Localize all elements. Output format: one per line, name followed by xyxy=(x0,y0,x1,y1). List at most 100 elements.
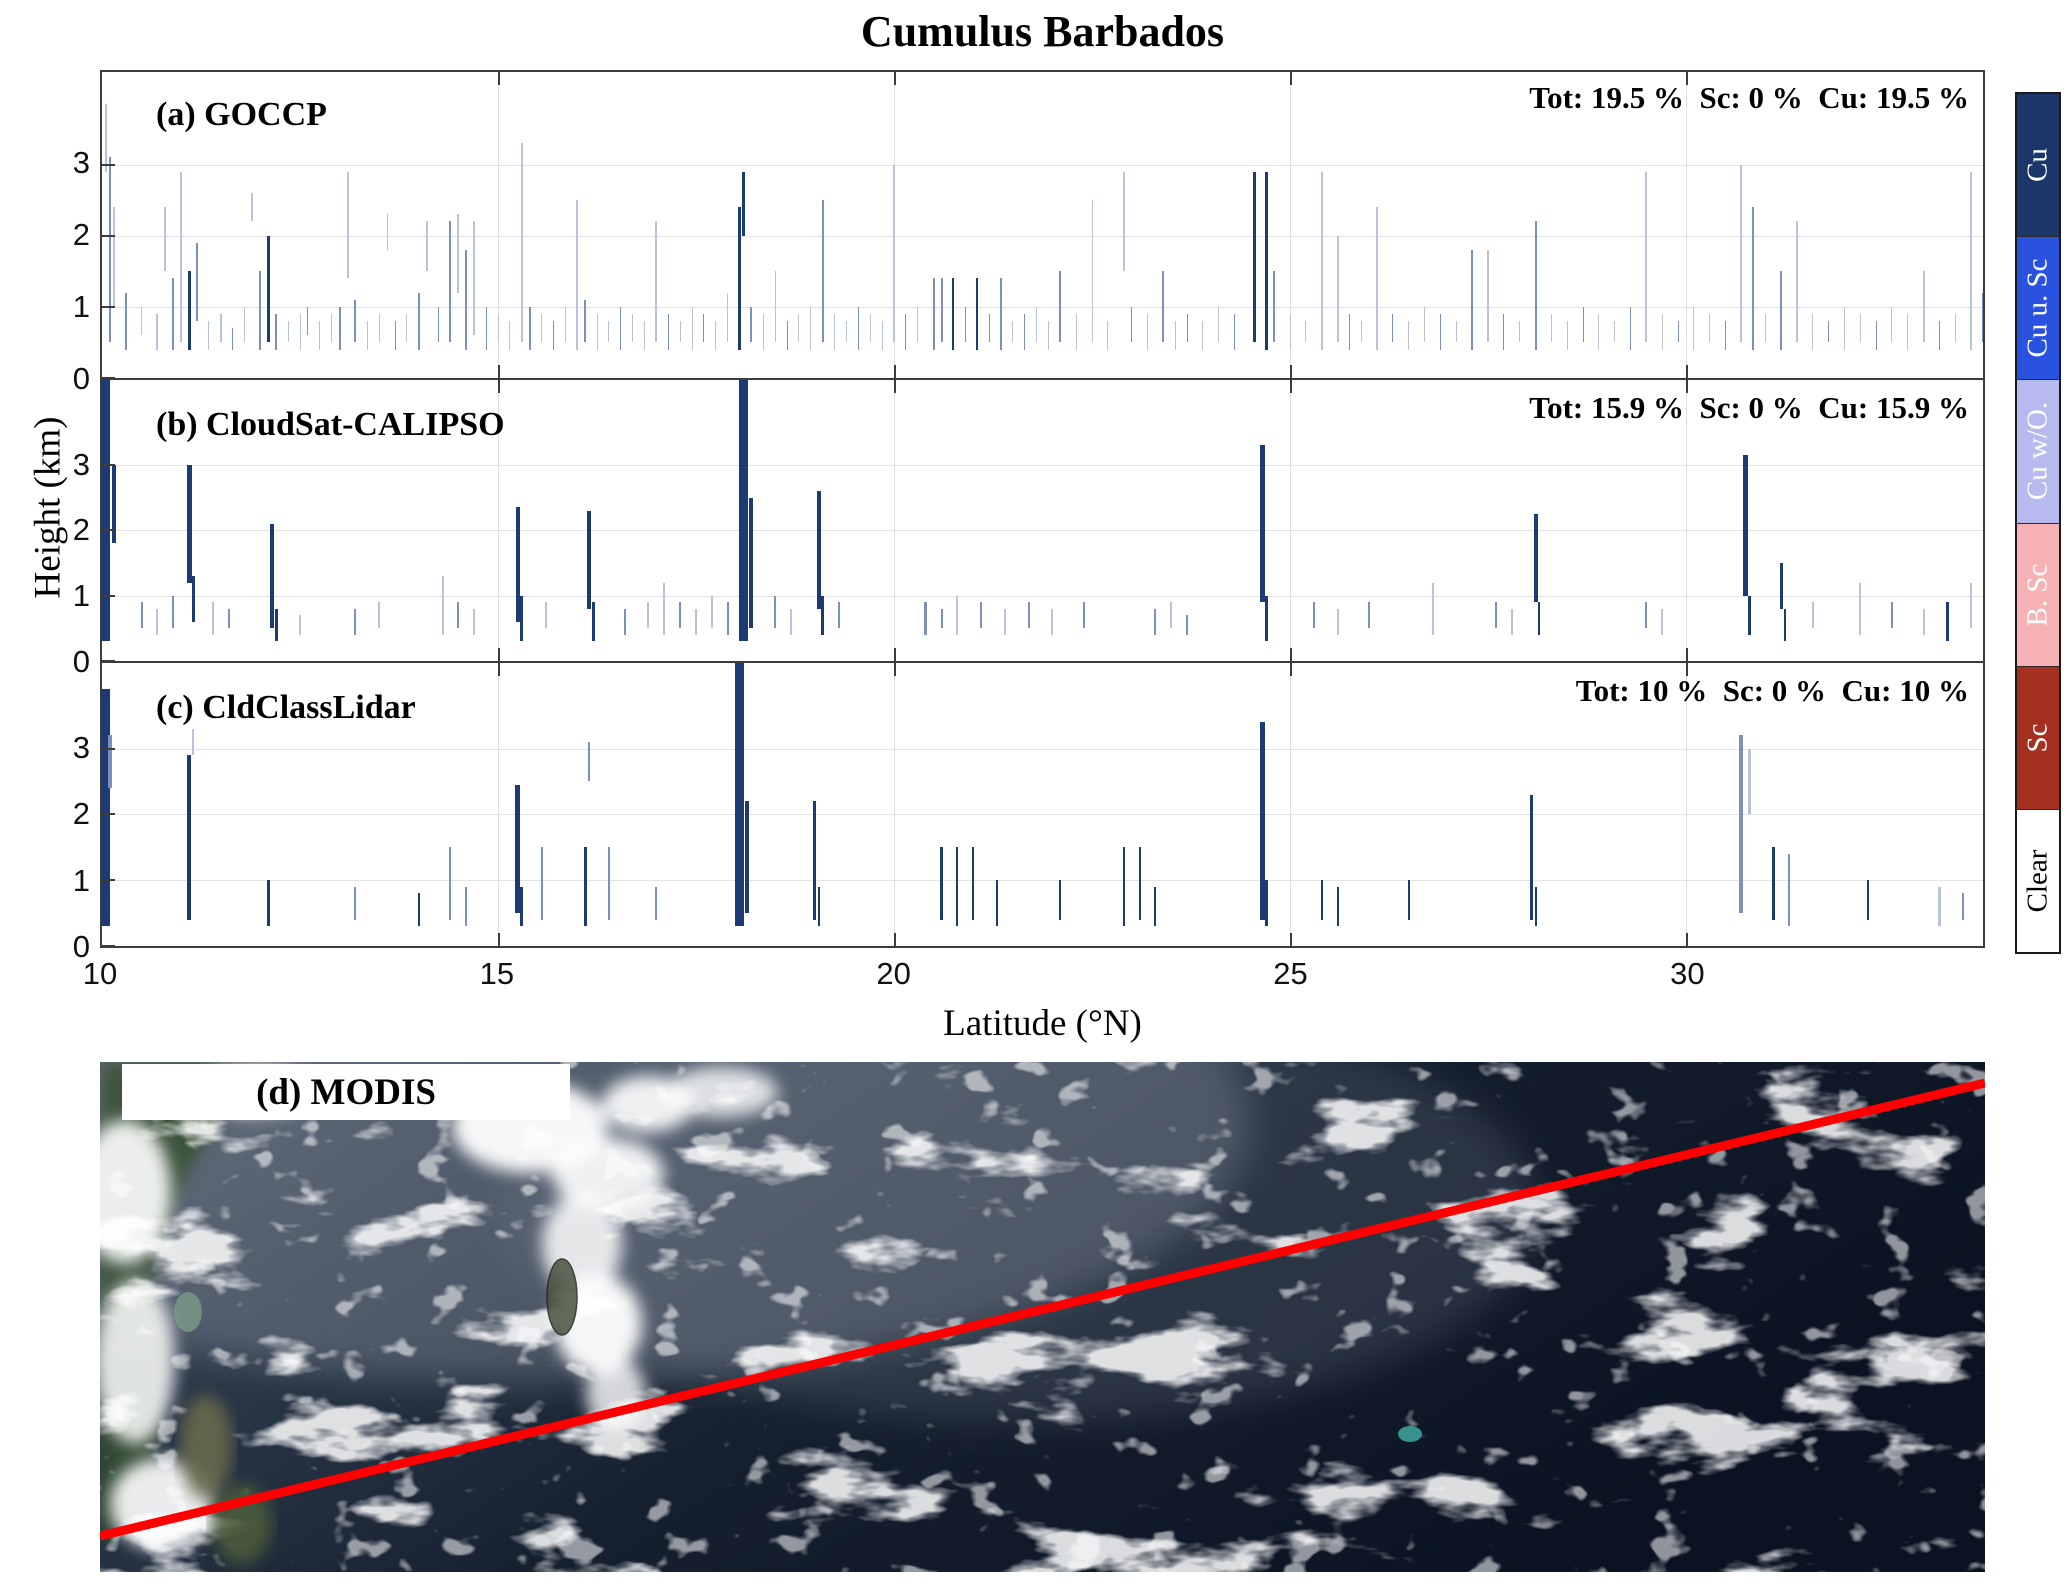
cloud-bar xyxy=(1740,164,1743,343)
cloud-bar xyxy=(251,193,254,222)
cloud-bar xyxy=(647,602,650,629)
gridline-horizontal xyxy=(102,880,1983,882)
y-tick-mark xyxy=(102,463,115,466)
colorbar-segment-cu-under-sc: Cu u. Sc xyxy=(2017,237,2059,381)
y-tick-label: 0 xyxy=(72,929,90,964)
cloud-bar xyxy=(346,171,349,279)
y-tick-mark xyxy=(102,879,115,882)
panel-goccp-plot-area xyxy=(100,70,1985,380)
cloud-bar xyxy=(319,321,321,350)
x-tick-label: 20 xyxy=(876,956,911,991)
y-tick-label: 2 xyxy=(72,796,90,832)
cloud-bar xyxy=(1264,595,1268,642)
figure-title: Cumulus Barbados xyxy=(860,7,1225,56)
cloud-bar xyxy=(591,602,595,642)
cloud-bar xyxy=(1174,321,1176,350)
cloud-bar xyxy=(956,595,959,635)
cloud-bar xyxy=(774,595,777,629)
cloud-bar xyxy=(1138,847,1141,920)
cloud-bar xyxy=(196,242,199,322)
x-tick-mark xyxy=(894,72,896,85)
cloud-bar xyxy=(821,595,825,635)
cloud-bar xyxy=(1162,271,1165,343)
cloud-bar xyxy=(274,608,278,642)
cloud-bar xyxy=(1439,313,1441,350)
x-tick-mark xyxy=(894,663,896,676)
cloud-bar xyxy=(378,602,381,629)
cloud-bar xyxy=(1742,455,1748,596)
cloud-bar xyxy=(1289,313,1291,350)
cloud-bar xyxy=(790,608,793,635)
cloud-bar xyxy=(727,292,729,343)
colorbar-segment-clear: Clear xyxy=(2017,809,2059,953)
cloud-bar xyxy=(172,595,175,629)
cloud-bar xyxy=(1059,271,1062,343)
cloud-bar xyxy=(465,886,468,927)
cloud-bar xyxy=(816,491,821,609)
cloud-bar xyxy=(1407,880,1410,920)
y-tick-label: 3 xyxy=(72,446,90,482)
cloud-bar xyxy=(1771,847,1775,920)
y-tick-label: 3 xyxy=(72,730,90,766)
cloud-bar xyxy=(1186,313,1188,343)
cloud-bar xyxy=(1107,321,1109,350)
cloud-bar xyxy=(1154,608,1157,635)
cloud-bar xyxy=(608,321,610,343)
cloud-bar xyxy=(441,576,444,635)
cloud-bar xyxy=(287,321,289,343)
cloud-bar xyxy=(703,313,705,343)
x-tick-mark xyxy=(1290,380,1292,393)
cloud-bar xyxy=(1875,321,1877,350)
cloud-bar xyxy=(192,728,195,756)
y-tick-mark xyxy=(102,163,115,166)
cloud-bar xyxy=(620,306,622,350)
cloud-bar xyxy=(917,306,919,343)
cloud-bar xyxy=(1259,445,1265,603)
cloud-bar xyxy=(457,602,460,629)
cloud-bar xyxy=(1922,608,1925,635)
cloud-bar xyxy=(972,847,975,920)
cloud-bar xyxy=(1550,313,1552,343)
x-tick-mark xyxy=(1290,663,1292,676)
x-tick-mark xyxy=(1686,648,1688,661)
cloud-bar xyxy=(386,214,388,250)
cloud-bar xyxy=(1779,563,1783,609)
cloud-bar xyxy=(227,608,230,629)
cloud-bar xyxy=(111,464,116,544)
cloud-bar xyxy=(1305,321,1307,343)
cloud-bar xyxy=(1264,880,1268,927)
cloud-bar xyxy=(810,306,812,350)
cloud-bar xyxy=(735,663,745,927)
x-axis-label: Latitude (°N) xyxy=(943,1003,1142,1044)
cloud-bar xyxy=(1867,880,1870,920)
cloud-bar xyxy=(774,271,776,343)
cloud-bar xyxy=(180,171,183,343)
y-tick-mark xyxy=(102,594,115,597)
cloud-bar xyxy=(102,380,110,642)
cloud-bar xyxy=(845,321,847,343)
x-tick-mark xyxy=(1290,648,1292,661)
cloud-bar xyxy=(980,602,983,629)
cloud-bar xyxy=(869,313,871,343)
cloud-bar xyxy=(1907,313,1909,350)
panel-cldclasslidar-stats: Tot: 10 % Sc: 0 % Cu: 10 % xyxy=(1575,673,1969,708)
cloud-bar xyxy=(739,380,749,642)
cloud-bar xyxy=(583,847,587,927)
cloud-bar xyxy=(1891,306,1893,343)
cloud-bar xyxy=(1530,794,1534,920)
cloud-bar xyxy=(1533,513,1538,603)
cloud-bar xyxy=(1146,313,1148,350)
x-tick-mark xyxy=(498,72,500,85)
cloud-bar xyxy=(1534,886,1537,927)
colorbar-label-cu-under-sc: Cu u. Sc xyxy=(2021,258,2054,358)
satellite-track-line xyxy=(100,1078,1985,1541)
modis-cloud-speckle xyxy=(100,1062,1985,1572)
cloud-bar xyxy=(1538,602,1541,635)
cloud-bar xyxy=(1154,886,1157,927)
x-tick-label: 30 xyxy=(1670,956,1705,991)
y-tick-label: 1 xyxy=(72,862,90,898)
gridline-vertical xyxy=(1290,380,1291,661)
y-tick-mark xyxy=(102,305,115,308)
cloud-bar xyxy=(1938,321,1940,350)
